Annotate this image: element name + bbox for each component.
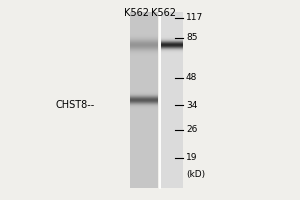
Text: K562: K562 bbox=[124, 8, 149, 18]
Text: 117: 117 bbox=[186, 14, 203, 22]
Text: 19: 19 bbox=[186, 154, 197, 162]
Text: K562: K562 bbox=[151, 8, 176, 18]
Text: 34: 34 bbox=[186, 100, 197, 110]
Text: 26: 26 bbox=[186, 126, 197, 134]
Text: 48: 48 bbox=[186, 73, 197, 82]
Text: (kD): (kD) bbox=[186, 170, 205, 178]
Text: CHST8--: CHST8-- bbox=[56, 100, 95, 110]
Text: 85: 85 bbox=[186, 33, 197, 43]
